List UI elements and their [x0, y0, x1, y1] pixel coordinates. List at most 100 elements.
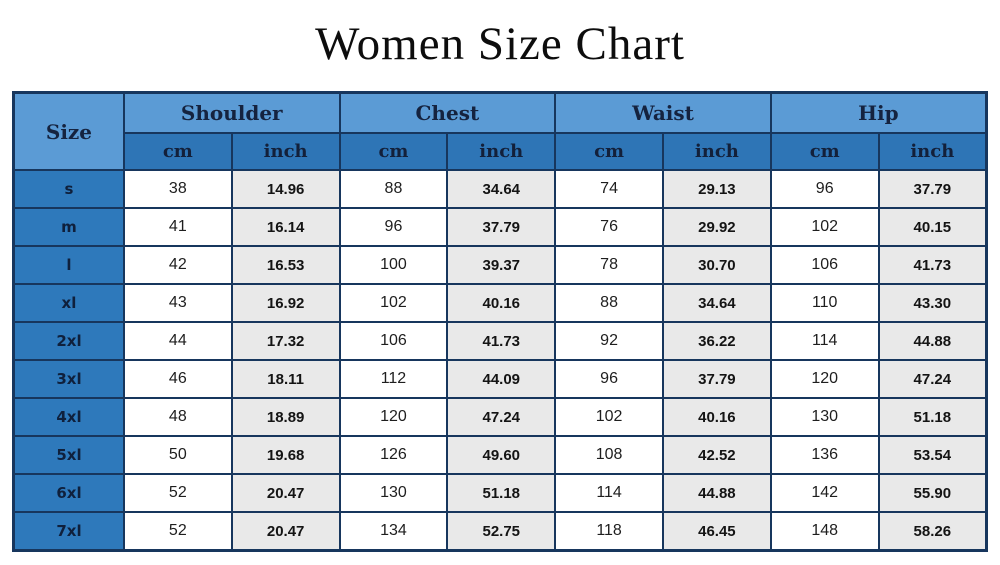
inch-value-cell: 41.73: [877, 245, 988, 286]
cm-value-cell: 120: [769, 359, 880, 400]
unit-header-row: cm inch cm inch cm inch cm inch: [14, 132, 988, 172]
inch-value-cell: 51.18: [877, 397, 988, 438]
cm-value-cell: 108: [554, 435, 664, 476]
cm-value-cell: 41: [122, 207, 233, 248]
inch-value-cell: 29.13: [661, 169, 772, 210]
size-chart-table: Size Shoulder Chest Waist Hip cm inch cm…: [12, 90, 988, 552]
inch-value-cell: 34.64: [446, 169, 557, 210]
size-cell: 5xl: [12, 435, 125, 476]
cm-value-cell: 126: [338, 435, 449, 476]
inch-value-cell: 42.52: [661, 435, 772, 476]
group-header-shoulder: Shoulder: [122, 91, 341, 135]
cm-value-cell: 106: [769, 245, 880, 286]
cm-value-cell: 114: [769, 321, 880, 362]
size-cell: 6xl: [12, 473, 125, 514]
cm-value-cell: 102: [769, 207, 880, 248]
cm-value-cell: 96: [554, 359, 664, 400]
cm-value-cell: 110: [769, 283, 880, 324]
inch-value-cell: 44.09: [446, 359, 557, 400]
size-cell: 3xl: [12, 359, 125, 400]
inch-value-cell: 52.75: [446, 511, 557, 552]
cm-value-cell: 112: [338, 359, 449, 400]
cm-value-cell: 102: [338, 283, 449, 324]
size-cell: m: [12, 207, 125, 248]
cm-value-cell: 78: [554, 245, 664, 286]
inch-value-cell: 18.89: [230, 397, 341, 438]
inch-value-cell: 16.92: [230, 283, 341, 324]
inch-value-cell: 49.60: [446, 435, 557, 476]
inch-value-cell: 37.79: [661, 359, 772, 400]
cm-value-cell: 136: [769, 435, 880, 476]
inch-value-cell: 43.30: [877, 283, 988, 324]
unit-header-hip-cm: cm: [769, 132, 880, 172]
table-row: m 41 16.14 96 37.79 76 29.92 102 40.15: [12, 207, 988, 248]
table-row: s 38 14.96 88 34.64 74 29.13 96 37.79: [12, 169, 988, 210]
cm-value-cell: 50: [122, 435, 233, 476]
cm-value-cell: 96: [338, 207, 449, 248]
size-cell: s: [12, 169, 125, 210]
cm-value-cell: 148: [769, 511, 880, 552]
cm-value-cell: 102: [554, 397, 664, 438]
cm-value-cell: 48: [122, 397, 233, 438]
cm-value-cell: 130: [338, 473, 449, 514]
table-row: l 42 16.53 100 39.37 78 30.70 106 41.73: [12, 245, 988, 286]
cm-value-cell: 92: [554, 321, 664, 362]
cm-value-cell: 96: [769, 169, 880, 210]
size-cell: 2xl: [12, 321, 125, 362]
cm-value-cell: 42: [122, 245, 233, 286]
inch-value-cell: 19.68: [230, 435, 341, 476]
unit-header-waist-cm: cm: [554, 132, 664, 172]
inch-value-cell: 37.79: [877, 169, 988, 210]
size-column-header: Size: [12, 91, 125, 172]
cm-value-cell: 142: [769, 473, 880, 514]
cm-value-cell: 114: [554, 473, 664, 514]
size-cell: l: [12, 245, 125, 286]
cm-value-cell: 74: [554, 169, 664, 210]
table-row: 4xl 48 18.89 120 47.24 102 40.16 130 51.18: [12, 397, 988, 438]
cm-value-cell: 88: [554, 283, 664, 324]
group-header-row: Size Shoulder Chest Waist Hip: [12, 91, 988, 172]
cm-value-cell: 52: [122, 511, 233, 552]
inch-value-cell: 51.18: [446, 473, 557, 514]
table-header: Size Shoulder Chest Waist Hip cm inch cm…: [12, 91, 988, 172]
inch-value-cell: 18.11: [230, 359, 341, 400]
inch-value-cell: 37.79: [446, 207, 557, 248]
inch-value-cell: 44.88: [877, 321, 988, 362]
table-row: 3xl 46 18.11 112 44.09 96 37.79 120 47.24: [12, 359, 988, 400]
group-header-chest: Chest: [338, 91, 557, 135]
inch-value-cell: 16.53: [230, 245, 341, 286]
inch-value-cell: 40.16: [446, 283, 557, 324]
inch-value-cell: 40.16: [661, 397, 772, 438]
size-chart-page: Women Size Chart Size Shoulder Chest Wai…: [0, 12, 1000, 565]
cm-value-cell: 76: [554, 207, 664, 248]
table-row: xl 43 16.92 102 40.16 88 34.64 110 43.30: [12, 283, 988, 324]
inch-value-cell: 17.32: [230, 321, 341, 362]
inch-value-cell: 20.47: [230, 511, 341, 552]
cm-value-cell: 106: [338, 321, 449, 362]
inch-value-cell: 30.70: [661, 245, 772, 286]
table-row: 5xl 50 19.68 126 49.60 108 42.52 136 53.54: [12, 435, 988, 476]
inch-value-cell: 20.47: [230, 473, 341, 514]
cm-value-cell: 118: [554, 511, 664, 552]
size-cell: 4xl: [12, 397, 125, 438]
cm-value-cell: 38: [122, 169, 233, 210]
unit-header-chest-cm: cm: [338, 132, 449, 172]
cm-value-cell: 43: [122, 283, 233, 324]
cm-value-cell: 120: [338, 397, 449, 438]
cm-value-cell: 130: [769, 397, 880, 438]
table-row: 6xl 52 20.47 130 51.18 114 44.88 142 55.90: [12, 473, 988, 514]
inch-value-cell: 47.24: [446, 397, 557, 438]
unit-header-shoulder-inch: inch: [230, 132, 341, 172]
inch-value-cell: 36.22: [661, 321, 772, 362]
page-title: Women Size Chart: [315, 18, 685, 70]
unit-header-waist-inch: inch: [661, 132, 772, 172]
inch-value-cell: 14.96: [230, 169, 341, 210]
table-body: s 38 14.96 88 34.64 74 29.13 96 37.79 m 41 16.14 96 3…: [12, 169, 988, 552]
cm-value-cell: 44: [122, 321, 233, 362]
cm-value-cell: 88: [338, 169, 449, 210]
inch-value-cell: 34.64: [661, 283, 772, 324]
inch-value-cell: 44.88: [661, 473, 772, 514]
inch-value-cell: 53.54: [877, 435, 988, 476]
size-cell: xl: [12, 283, 125, 324]
table-row: 7xl 52 20.47 134 52.75 118 46.45 148 58.26: [12, 511, 988, 552]
